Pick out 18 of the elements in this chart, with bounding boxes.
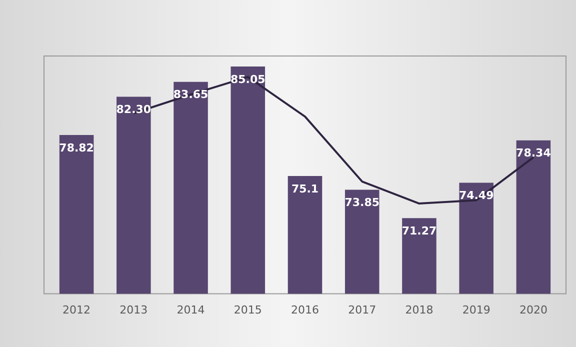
x-tick-label: 2013 bbox=[120, 303, 148, 316]
data-label: 78.82 bbox=[59, 141, 94, 154]
x-tick-label: 2018 bbox=[405, 303, 434, 316]
data-label: 78.34 bbox=[516, 146, 552, 160]
data-label: 71.27 bbox=[402, 224, 437, 238]
x-tick-label: 2019 bbox=[462, 303, 490, 316]
x-tick-label: 2014 bbox=[176, 303, 205, 316]
x-tick-label: 2012 bbox=[62, 303, 91, 316]
data-label: 75.1 bbox=[291, 182, 319, 196]
data-label: 82.30 bbox=[116, 103, 152, 116]
data-label: 74.49 bbox=[458, 189, 494, 202]
x-tick-label: 2017 bbox=[348, 303, 376, 316]
data-label: 73.85 bbox=[344, 196, 380, 210]
x-tick-label: 2015 bbox=[234, 303, 262, 316]
data-label: 85.05 bbox=[230, 72, 266, 86]
x-tick-label: 2016 bbox=[291, 303, 319, 316]
x-tick-label: 2020 bbox=[519, 303, 548, 316]
data-label: 83.65 bbox=[173, 88, 208, 102]
